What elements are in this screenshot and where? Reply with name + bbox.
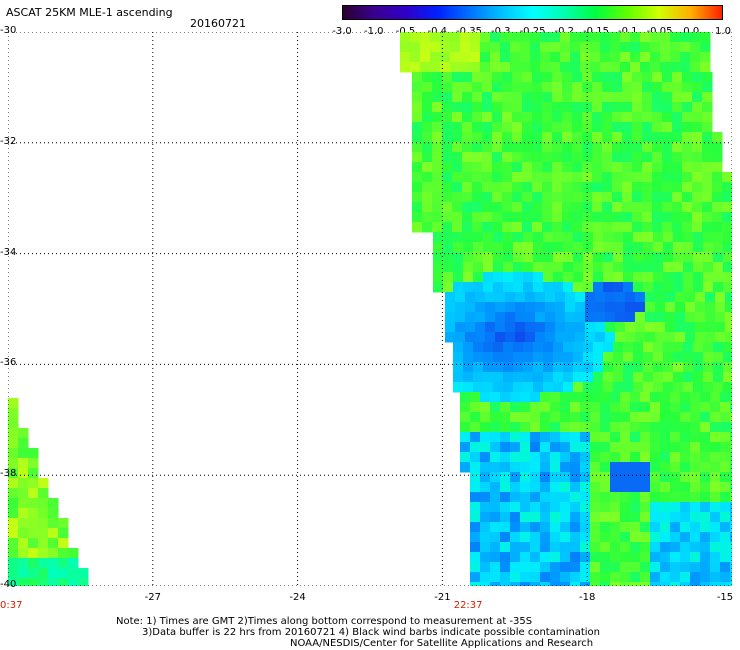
latitude-label: -36 (0, 357, 17, 369)
pass-time-label: 22:37 (453, 600, 483, 611)
product-title: ASCAT 25KM MLE-1 ascending (6, 6, 173, 19)
latitude-label: -40 (0, 579, 17, 590)
graticule (8, 32, 732, 586)
latitude-label: -30 (0, 25, 17, 36)
color-scale-tick: 1.0 (715, 26, 731, 37)
latitude-label: -34 (0, 246, 17, 258)
longitude-label: -18 (579, 592, 596, 603)
color-scale-tick: 0.0 (683, 26, 700, 37)
note-line-3: NOAA/NESDIS/Center for Satellite Applica… (290, 638, 594, 649)
pass-time-label: 0:37 (0, 600, 23, 611)
longitude-label: -21 (434, 592, 451, 603)
longitude-label: -27 (144, 592, 161, 603)
color-scale-tick: -0.5 (395, 26, 416, 37)
color-scale-tick: -0.05 (646, 26, 673, 37)
note-line-2: 3)Data buffer is 22 hrs from 20160721 4)… (142, 627, 600, 638)
color-scale-tick: -3.0 (332, 26, 352, 37)
swath-east (400, 32, 732, 586)
longitude-label: -15 (716, 592, 734, 603)
product-date: 20160721 (190, 17, 246, 30)
color-scale-tick: -1.0 (363, 26, 384, 37)
swath-west (8, 398, 89, 586)
color-scale-bar (342, 5, 723, 20)
longitude-label: -24 (289, 592, 306, 603)
color-scale-tick: -0.4 (427, 26, 448, 37)
swath-map (8, 32, 732, 586)
color-scale-tick: -0.1 (617, 26, 638, 37)
latitude-label: -38 (0, 468, 17, 480)
note-line-1: Note: 1) Times are GMT 2)Times along bot… (116, 616, 533, 627)
latitude-label: -32 (0, 135, 17, 147)
